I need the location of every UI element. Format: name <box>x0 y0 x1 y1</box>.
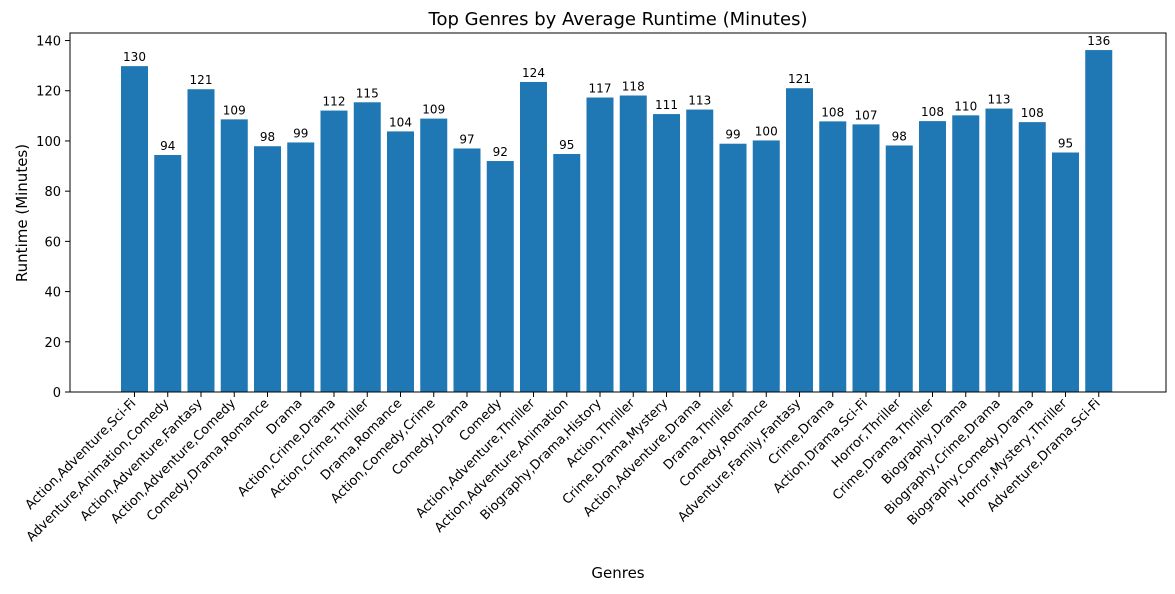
data-label: 130 <box>123 50 146 64</box>
bars <box>121 50 1113 393</box>
bar <box>220 119 248 392</box>
bar <box>819 121 847 392</box>
bar <box>653 114 680 393</box>
data-labels: 130 94 121 109 98 99 112 115 104 109 97 92 124 95 117 1… <box>123 34 1110 159</box>
data-label: 108 <box>1021 106 1044 120</box>
data-label: 111 <box>655 98 678 112</box>
data-label: 112 <box>323 95 346 109</box>
bar <box>1085 50 1113 393</box>
data-label: 115 <box>356 86 379 100</box>
data-label: 94 <box>160 139 175 153</box>
bar <box>786 88 813 392</box>
bar <box>387 131 414 392</box>
data-label: 113 <box>988 93 1011 107</box>
bar <box>353 102 381 392</box>
y-axis: 0 20 40 60 80 100 120 140 <box>36 35 70 401</box>
data-label: 97 <box>459 132 474 146</box>
bar <box>686 109 714 392</box>
data-label: 100 <box>755 124 778 138</box>
data-label: 118 <box>622 80 645 94</box>
y-tick-label: 0 <box>53 386 61 401</box>
bar <box>320 110 348 392</box>
x-axis-label: Genres <box>591 564 644 582</box>
y-tick-label: 100 <box>36 135 61 150</box>
data-label: 92 <box>493 145 508 159</box>
bar <box>187 89 215 393</box>
data-label: 136 <box>1087 34 1110 48</box>
bar <box>852 124 880 392</box>
bar <box>985 108 1013 392</box>
bar <box>586 97 614 392</box>
bar <box>520 81 547 393</box>
data-label: 107 <box>855 108 878 122</box>
bar <box>254 146 281 392</box>
data-label: 98 <box>892 129 907 143</box>
data-label: 98 <box>260 130 275 144</box>
bar <box>1018 122 1046 392</box>
bar <box>919 121 946 393</box>
y-tick-label: 20 <box>44 336 61 351</box>
y-tick-label: 40 <box>44 286 61 301</box>
data-label: 110 <box>954 99 977 113</box>
data-label: 108 <box>821 105 844 119</box>
data-label: 121 <box>788 72 811 86</box>
data-label: 99 <box>725 128 740 142</box>
bar <box>885 145 913 392</box>
bar <box>121 66 148 392</box>
y-axis-label: Runtime (Minutes) <box>13 144 31 282</box>
bar <box>154 155 182 392</box>
y-tick-label: 80 <box>44 185 61 200</box>
data-label: 104 <box>389 115 412 129</box>
x-tick-label: Adventure,Animation,Comedy <box>24 396 173 545</box>
bar <box>287 142 315 392</box>
x-axis: Action,Adventure,Sci-FiAdventure,Animati… <box>23 392 1104 545</box>
bar <box>1052 152 1079 392</box>
data-label: 95 <box>1058 136 1073 150</box>
plot-frame <box>69 32 1167 393</box>
data-label: 121 <box>190 73 213 87</box>
y-tick-label: 60 <box>44 235 61 250</box>
bar <box>553 154 581 392</box>
data-label: 99 <box>293 126 308 140</box>
data-label: 109 <box>422 103 445 117</box>
data-label: 124 <box>522 66 545 80</box>
bar <box>619 95 647 392</box>
data-label: 108 <box>921 105 944 119</box>
chart-title: Top Genres by Average Runtime (Minutes) <box>428 9 808 30</box>
bar <box>752 140 780 392</box>
y-tick-label: 120 <box>36 85 61 100</box>
bar <box>453 148 481 392</box>
data-label: 95 <box>559 138 574 152</box>
bar <box>719 143 747 392</box>
bar <box>420 118 448 392</box>
data-label: 117 <box>589 82 612 96</box>
bar <box>952 115 980 392</box>
data-label: 113 <box>688 94 711 108</box>
y-tick-label: 140 <box>36 35 61 50</box>
bar <box>486 161 514 392</box>
data-label: 109 <box>223 103 246 117</box>
